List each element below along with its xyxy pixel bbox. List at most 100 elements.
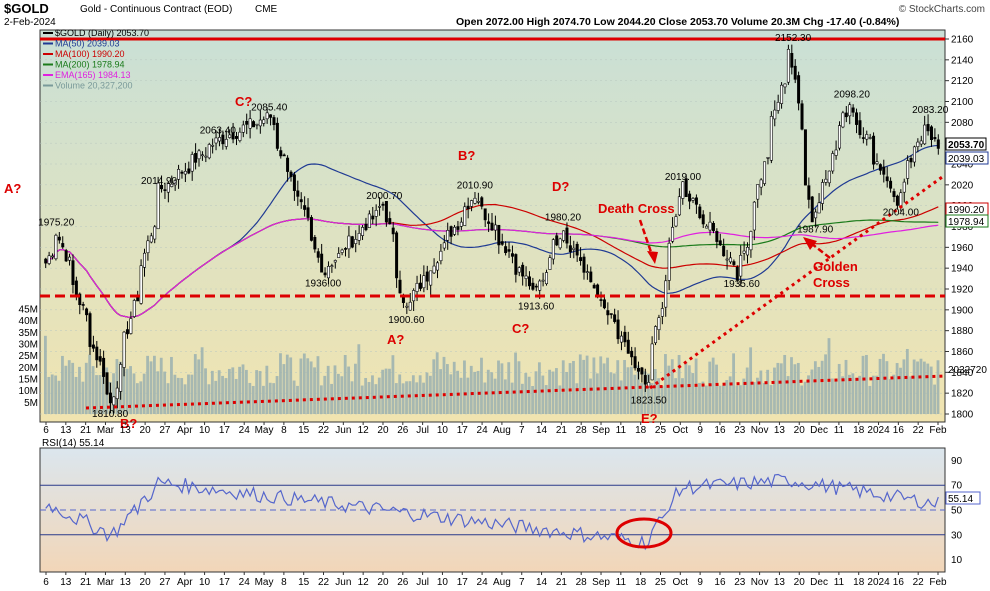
- volume-bar: [711, 357, 715, 414]
- golden-cross-label-2: Cross: [813, 275, 850, 290]
- volume-bar: [81, 381, 85, 414]
- candle-body: [337, 253, 341, 258]
- candle-body: [831, 153, 835, 172]
- candle-body: [129, 318, 133, 334]
- date-tick-label: 2024: [867, 577, 890, 588]
- volume-bar: [398, 374, 402, 414]
- date-tick-label: 16: [893, 425, 905, 436]
- volume-bar: [78, 366, 81, 414]
- candle-body: [885, 176, 889, 182]
- candle-body: [551, 239, 555, 260]
- volume-bar: [837, 363, 841, 414]
- price-tick-label: 1800: [951, 410, 974, 421]
- volume-bar: [146, 355, 150, 414]
- wave-c2: C?: [512, 321, 529, 336]
- volume-bar: [851, 373, 855, 414]
- volume-bar: [374, 384, 378, 414]
- candle-body: [671, 226, 675, 242]
- volume-bar: [800, 385, 804, 414]
- date-tick-label: 11: [616, 425, 627, 436]
- candle-body: [739, 254, 743, 277]
- candle-body: [735, 266, 739, 281]
- date-tick-label: May: [255, 425, 274, 436]
- candle-body: [412, 290, 416, 302]
- wave-b2: B?: [458, 148, 475, 163]
- candle-body: [936, 139, 940, 149]
- volume-bar: [606, 357, 609, 414]
- candle-body: [858, 120, 862, 136]
- candle-body: [279, 150, 283, 157]
- candle-body: [466, 205, 470, 210]
- candle-body: [296, 190, 300, 197]
- candle-body: [98, 356, 102, 362]
- date-tick-label: 23: [734, 577, 746, 588]
- date-tick-label: 9: [697, 425, 703, 436]
- volume-bar: [354, 363, 357, 414]
- date-tick-label: 24: [477, 577, 489, 588]
- date-tick-label: 20: [377, 577, 389, 588]
- candle-body: [742, 250, 746, 254]
- date-tick-label: 20: [140, 425, 152, 436]
- volume-bar: [878, 358, 882, 414]
- volume-bar: [231, 367, 235, 414]
- date-tick-label: 16: [714, 425, 726, 436]
- candle-body: [902, 181, 906, 193]
- golden-cross-label-1: Golden: [813, 259, 858, 274]
- watermark: © StockCharts.com: [899, 4, 985, 15]
- volume-tick-label: 20M: [19, 363, 38, 374]
- candle-body: [418, 282, 422, 289]
- candle-body: [326, 266, 330, 279]
- rsi-axis: 90 70 50 30 10: [951, 456, 963, 566]
- volume-bar: [463, 360, 466, 414]
- golden-cross-arrow: [811, 243, 831, 259]
- volume-bar: [544, 385, 548, 414]
- candle-body: [681, 181, 685, 199]
- volume-bar: [391, 355, 395, 414]
- candle-body: [691, 198, 695, 201]
- date-tick-label: 17: [219, 577, 231, 588]
- price-tick-label: 2080: [951, 118, 974, 129]
- price-tick-label: 2140: [951, 55, 974, 66]
- date-tick-label: 25: [655, 577, 667, 588]
- candle-body: [456, 226, 460, 230]
- volume-bar: [841, 376, 845, 414]
- date-tick-label: 22: [318, 577, 330, 588]
- volume-bar: [609, 372, 613, 414]
- candle-body: [429, 270, 433, 286]
- volume-bar: [275, 376, 279, 414]
- date-tick-label: 13: [60, 577, 72, 588]
- candle-body: [715, 230, 719, 242]
- candle-body: [371, 215, 375, 220]
- volume-tick-label: 10M: [19, 386, 38, 397]
- date-tick-label: 9: [697, 577, 703, 588]
- death-cross-arrow: [638, 219, 654, 256]
- date-tick-label: 22: [318, 425, 330, 436]
- candle-body: [919, 140, 923, 145]
- volume-bar: [91, 366, 95, 414]
- candle-body: [303, 205, 307, 210]
- volume-bar: [585, 355, 589, 414]
- candle-body: [827, 170, 831, 184]
- price-tick-label: 1820: [951, 389, 974, 400]
- candle-body: [711, 222, 715, 231]
- volume-bar: [221, 375, 224, 414]
- candle-body: [568, 245, 572, 253]
- volume-bar: [820, 360, 824, 414]
- volume-bar: [241, 364, 245, 414]
- volume-bar: [347, 366, 351, 414]
- candle-body: [108, 392, 112, 404]
- candle-body: [793, 65, 797, 80]
- candle-body: [119, 364, 123, 392]
- candle-body: [633, 356, 637, 369]
- volume-bar: [817, 366, 821, 414]
- volume-bar: [715, 364, 718, 414]
- volume-bar: [640, 383, 644, 414]
- price-label: 1980.20: [545, 212, 582, 223]
- ohlc-summary: Open 2072.00 High 2074.70 Low 2044.20 Cl…: [456, 16, 899, 28]
- volume-bar: [112, 373, 115, 414]
- volume-bar: [803, 381, 807, 414]
- chart-date: 2-Feb-2024: [4, 17, 56, 28]
- candle-body: [384, 201, 388, 223]
- price-label: 1987.90: [797, 224, 834, 235]
